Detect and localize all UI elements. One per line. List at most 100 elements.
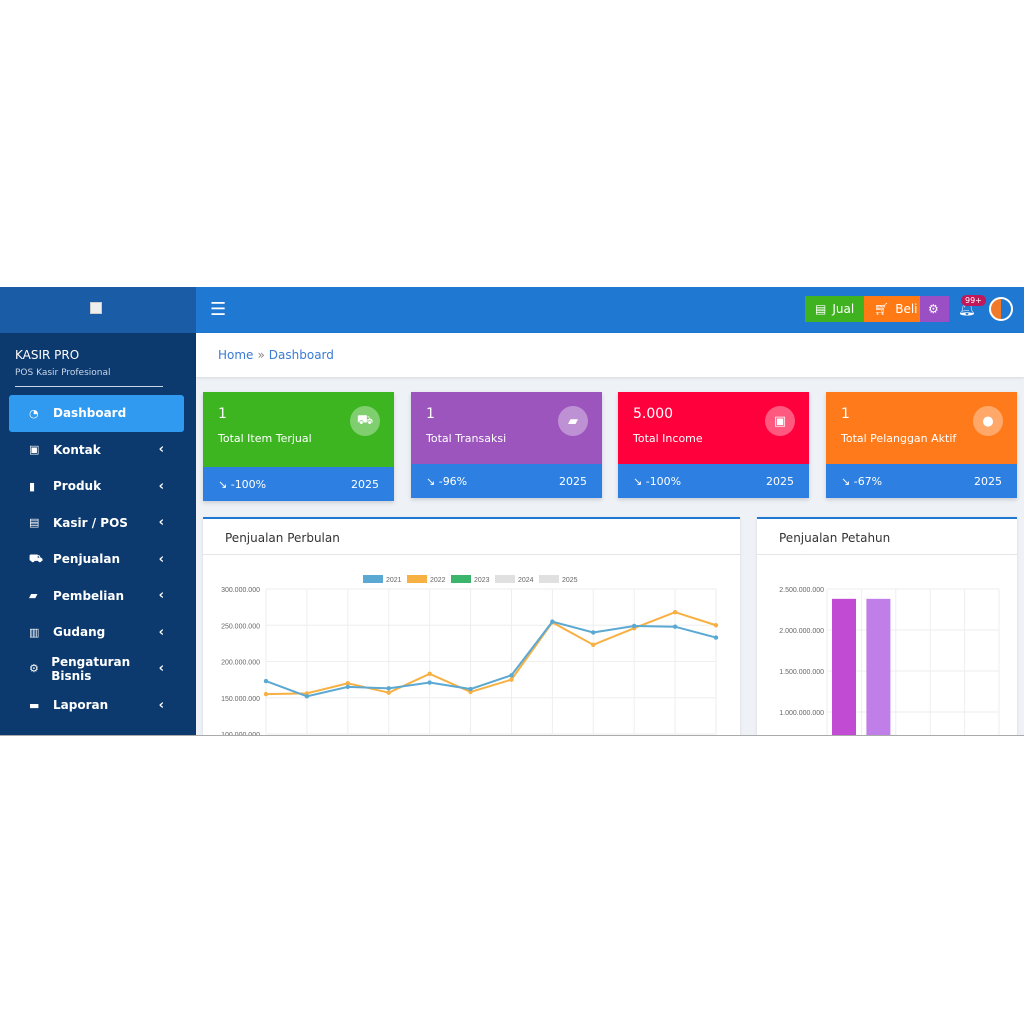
data-point-2021 xyxy=(713,635,719,640)
menu-icon: ⛟ xyxy=(29,551,43,565)
stat-label: Total Income xyxy=(633,432,703,445)
data-point-2022 xyxy=(672,610,678,615)
legend-label: 2023 xyxy=(474,577,490,584)
stat-change: -100% xyxy=(230,477,267,491)
sidebar-item-label: Dashboard xyxy=(53,406,127,421)
stat-card: 1 Total Transaksi ▰ ↘ -96% 2025 xyxy=(411,392,602,498)
legend-swatch xyxy=(451,575,471,583)
sidebar: KASIR PRO POS Kasir Profesional ◔ Dashboar… xyxy=(0,333,196,735)
data-point-2021 xyxy=(672,624,678,629)
legend-label: 2024 xyxy=(518,577,534,584)
legend-label: 2022 xyxy=(430,577,446,584)
stat-year: 2025 xyxy=(351,477,379,491)
breadcrumb: Home» Dashboard xyxy=(196,333,1024,377)
sidebar-item-penjualan[interactable]: ⛟ Penjualan ‹ xyxy=(9,541,184,578)
settings-button[interactable]: ⚙ xyxy=(920,296,949,322)
menu-icon: ◔ xyxy=(29,406,39,420)
brand-title: KASIR PRO xyxy=(15,348,80,362)
stat-change: -96% xyxy=(438,474,468,488)
menu-icon: ▣ xyxy=(29,443,40,457)
stat-icon: ● xyxy=(973,406,1003,436)
legend-swatch xyxy=(495,575,515,583)
sidebar-item-produk[interactable]: ▮ Produk ‹ xyxy=(9,468,184,505)
stat-year: 2025 xyxy=(974,474,1002,488)
data-point-2022 xyxy=(509,677,514,682)
series-line-2021 xyxy=(265,620,717,698)
avatar[interactable] xyxy=(989,297,1013,321)
y-tick-label: 2.000.000.000 xyxy=(779,628,824,635)
yearly-sales-panel: Penjualan Petahun 2.500.000.000 2.000.000… xyxy=(757,517,1017,735)
sidebar-item-kontak[interactable]: ▣ Kontak ‹ xyxy=(9,432,184,469)
sidebar-item-label: Kasir / POS xyxy=(53,515,128,530)
breadcrumb-home[interactable]: Home xyxy=(218,348,254,362)
data-point-2022 xyxy=(591,642,596,648)
data-point-2021 xyxy=(631,623,637,629)
trend-down-icon: ↘ xyxy=(426,474,439,488)
stat-value: 1 xyxy=(841,406,850,422)
y-tick-label: 200.000.000 xyxy=(221,660,260,667)
data-point-2021 xyxy=(591,630,596,635)
gear-icon: ⚙ xyxy=(928,302,939,316)
trend-down-icon: ↘ xyxy=(218,477,231,491)
stat-value: 1 xyxy=(426,406,435,422)
stat-value: 1 xyxy=(218,406,227,422)
menu-icon: ⚙ xyxy=(29,662,39,676)
chevron-left-icon: ‹ xyxy=(158,661,164,677)
app: ☰ ▤ Jual 🛒︎ Beli ⚙ 🔔︎ 99+ KASIR PRO POS Kas… xyxy=(0,287,1024,736)
data-point-2021 xyxy=(468,686,473,692)
y-tick-label: 1.000.000.000 xyxy=(779,710,824,717)
cart-icon: 🛒︎ xyxy=(874,302,890,316)
legend-swatch xyxy=(407,575,427,583)
data-point-2021 xyxy=(427,680,432,685)
sidebar-item-dashboard[interactable]: ◔ Dashboard xyxy=(9,395,184,432)
divider xyxy=(15,386,163,387)
top-header: ☰ ▤ Jual 🛒︎ Beli ⚙ 🔔︎ 99+ xyxy=(196,287,1024,333)
sidebar-item-label: Gudang xyxy=(53,625,106,640)
legend-label: 2025 xyxy=(562,577,578,584)
beli-button[interactable]: 🛒︎ Beli xyxy=(864,296,920,322)
monthly-sales-panel: Penjualan Perbulan 2021 2022 2023 2024 2025 3… xyxy=(203,517,740,735)
menu-icon: ▤ xyxy=(29,516,40,530)
sidebar-item-label: Pembelian xyxy=(53,588,125,603)
chevron-left-icon: ‹ xyxy=(158,442,164,458)
sidebar-item-laporan[interactable]: ▬ Laporan ‹ xyxy=(9,687,184,724)
stat-card: 5.000 Total Income ▣ ↘ -100% 2025 xyxy=(618,392,809,498)
data-point-2022 xyxy=(427,671,432,677)
stat-label: Total Pelanggan Aktif xyxy=(841,432,957,445)
stat-change: -100% xyxy=(645,474,682,488)
stat-card: 1 Total Item Terjual ⛟ ↘ -100% 2025 xyxy=(203,392,394,501)
stat-icon: ▰ xyxy=(558,406,588,436)
panel-title: Penjualan Perbulan xyxy=(203,519,740,555)
y-tick-label: 1.500.000.000 xyxy=(779,669,824,676)
bar xyxy=(832,598,856,735)
trend-down-icon: ↘ xyxy=(841,474,854,488)
y-tick-label: 150.000.000 xyxy=(221,696,260,703)
data-point-2022 xyxy=(263,691,269,697)
sidebar-item-kasir-pos[interactable]: ▤ Kasir / POS ‹ xyxy=(9,505,184,542)
data-point-2022 xyxy=(713,623,719,628)
stat-label: Total Transaksi xyxy=(426,432,507,445)
line-chart: 2021 2022 2023 2024 2025 300.000.000 250.000.0… xyxy=(221,575,719,735)
data-point-2021 xyxy=(304,694,310,699)
sidebar-item-pembelian[interactable]: ▰ Pembelian ‹ xyxy=(9,578,184,615)
legend-swatch xyxy=(363,575,383,583)
panel-title: Penjualan Petahun xyxy=(757,519,1017,555)
sidebar-item-label: Penjualan xyxy=(53,552,120,567)
stat-icon: ▣ xyxy=(765,406,795,436)
sidebar-item-pengaturan-bisnis[interactable]: ⚙ Pengaturan Bisnis ‹ xyxy=(9,651,184,688)
breadcrumb-current: Dashboard xyxy=(268,348,334,362)
hamburger-icon[interactable]: ☰ xyxy=(210,299,227,320)
chevron-left-icon: ‹ xyxy=(158,551,164,567)
stat-year: 2025 xyxy=(766,474,794,488)
stat-label: Total Item Terjual xyxy=(218,432,312,445)
jual-button[interactable]: ▤ Jual xyxy=(805,296,864,322)
y-tick-label: 300.000.000 xyxy=(221,587,260,594)
stat-year: 2025 xyxy=(559,474,587,488)
data-point-2022 xyxy=(345,681,351,686)
stat-card: 1 Total Pelanggan Aktif ● ↘ -67% 2025 xyxy=(826,392,1017,498)
stat-icon: ⛟ xyxy=(350,406,380,436)
sidebar-item-gudang[interactable]: ▥ Gudang ‹ xyxy=(9,614,184,651)
trend-down-icon: ↘ xyxy=(633,474,646,488)
logo-image xyxy=(90,302,102,314)
logo[interactable] xyxy=(0,287,196,333)
